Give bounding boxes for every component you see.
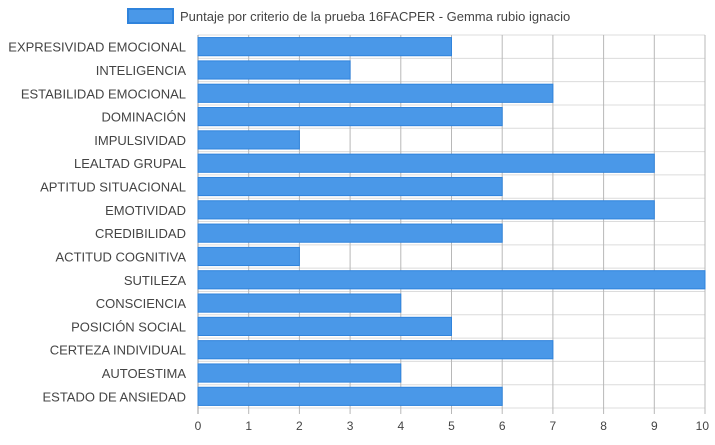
category-label: CREDIBILIDAD — [95, 226, 186, 241]
legend-swatch — [127, 8, 174, 24]
x-tick-label: 4 — [397, 419, 404, 433]
x-tick-label: 5 — [448, 419, 455, 433]
bar[interactable] — [197, 270, 706, 290]
category-label: POSICIÓN SOCIAL — [71, 319, 186, 334]
bar[interactable] — [197, 316, 452, 336]
bar[interactable] — [197, 83, 554, 103]
bar[interactable] — [197, 130, 300, 150]
bar[interactable] — [197, 223, 503, 243]
category-label: AUTOESTIMA — [102, 366, 187, 381]
bar[interactable] — [197, 37, 452, 57]
category-labels: EXPRESIVIDAD EMOCIONAL INTELIGENCIA ESTABI… — [8, 40, 186, 405]
category-label: APTITUD SITUACIONAL — [40, 180, 186, 195]
category-label: CONSCIENCIA — [96, 296, 187, 311]
category-label: EMOTIVIDAD — [105, 203, 186, 218]
x-tick-label: 9 — [651, 419, 658, 433]
bar[interactable] — [197, 107, 503, 127]
x-tick-label: 6 — [499, 419, 506, 433]
x-tick-label: 7 — [550, 419, 557, 433]
category-label: ESTADO DE ANSIEDAD — [42, 389, 186, 404]
x-tick-label: 10 — [696, 419, 710, 433]
category-label: IMPULSIVIDAD — [94, 133, 186, 148]
bar[interactable] — [197, 340, 554, 360]
category-label: LEALTAD GRUPAL — [74, 156, 186, 171]
legend[interactable]: Puntaje por criterio de la prueba 16FACP… — [127, 8, 570, 24]
bar[interactable] — [197, 386, 503, 406]
bar[interactable] — [197, 60, 351, 80]
bar[interactable] — [197, 176, 503, 197]
x-tick-labels: 0 1 2 3 4 5 6 7 8 9 10 — [195, 419, 710, 433]
category-label: INTELIGENCIA — [96, 63, 187, 78]
x-tick-label: 1 — [245, 419, 252, 433]
x-tick-label: 3 — [347, 419, 354, 433]
category-label: ESTABILIDAD EMOCIONAL — [21, 86, 186, 101]
bar[interactable] — [197, 200, 655, 220]
legend-label: Puntaje por criterio de la prueba 16FACP… — [180, 9, 570, 24]
bars — [197, 37, 706, 406]
bar[interactable] — [197, 363, 402, 383]
category-label: EXPRESIVIDAD EMOCIONAL — [8, 40, 186, 55]
category-label: ACTITUD COGNITIVA — [56, 249, 187, 264]
x-tick-label: 0 — [195, 419, 202, 433]
category-label: SUTILEZA — [124, 273, 186, 288]
bar[interactable] — [197, 153, 655, 173]
bar[interactable] — [197, 246, 300, 267]
x-tick-label: 8 — [600, 419, 607, 433]
bar[interactable] — [197, 293, 402, 313]
category-label: CERTEZA INDIVIDUAL — [50, 343, 186, 358]
x-tick-label: 2 — [296, 419, 303, 433]
category-label: DOMINACIÓN — [102, 110, 187, 125]
